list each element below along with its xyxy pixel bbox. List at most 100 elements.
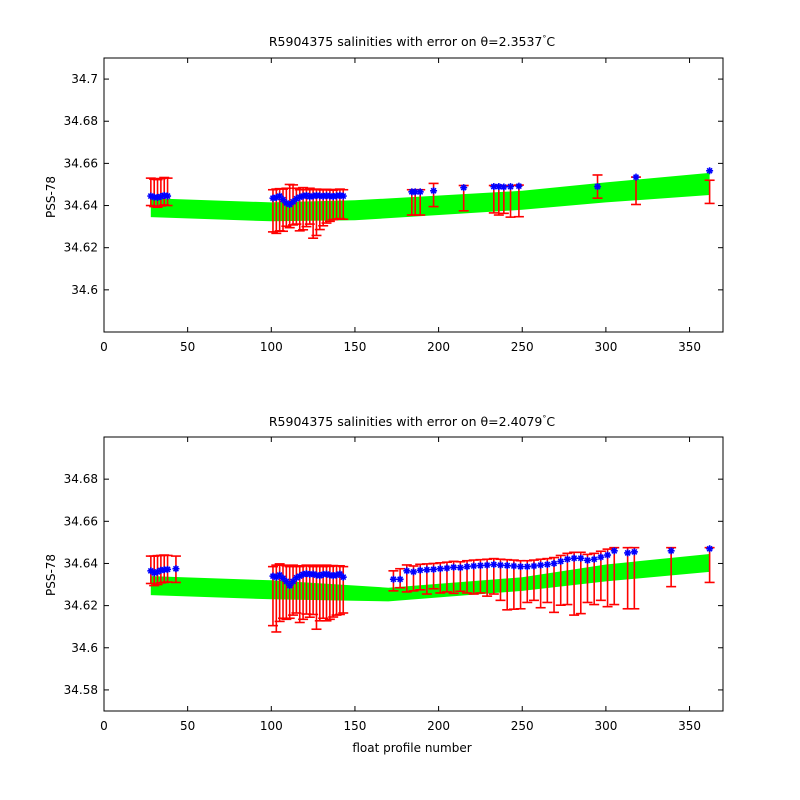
chart-bottom-data-point [577, 554, 585, 562]
chart-bottom-data-point [286, 582, 294, 590]
chart-bottom-data-point [610, 547, 618, 555]
chart-bottom-ytick-label: 34.66 [64, 514, 98, 528]
chart-top-data-point [632, 173, 640, 181]
chart-top-xtick-label: 0 [100, 340, 108, 354]
chart-bottom-data-point [630, 548, 638, 556]
chart-bottom-xtick-label: 50 [180, 719, 195, 733]
chart-bottom-xtick-label: 200 [427, 719, 450, 733]
chart-top-data-point [706, 167, 714, 175]
chart-top-data-point [339, 192, 347, 200]
chart-bottom-data-point [463, 563, 471, 571]
chart-top-ytick-label: 34.62 [64, 241, 98, 255]
chart-bottom-data-point [706, 545, 714, 553]
chart-bottom-data-point [563, 555, 571, 563]
chart-top-plot-area [145, 167, 715, 240]
chart-bottom-data-point [583, 556, 591, 564]
chart-bottom-data-point [436, 565, 444, 573]
chart-top-ytick-label: 34.66 [64, 156, 98, 170]
chart-bottom-errorbar [575, 551, 586, 615]
chart-top-data-point [164, 192, 172, 200]
chart-top-ylabel: PSS-78 [44, 176, 58, 218]
chart-bottom-data-point [590, 555, 598, 563]
chart-bottom-data-point [510, 562, 518, 570]
chart-bottom-data-point [597, 553, 605, 561]
chart-bottom-data-point [503, 562, 511, 570]
chart-bottom-data-point [496, 561, 504, 569]
chart-top-data-point [594, 183, 602, 191]
chart-bottom-errorbar [288, 564, 299, 616]
chart-bottom-plot-area [145, 545, 715, 633]
chart-bottom-data-point [550, 559, 558, 567]
chart-top-errorbar [162, 177, 173, 207]
chart-bottom-data-point [570, 554, 578, 562]
chart-bottom-errorbar [629, 546, 640, 610]
chart-top-title-degree: ° [542, 34, 546, 43]
chart-bottom-data-point [443, 564, 451, 572]
chart-bottom-data-point [172, 565, 180, 573]
chart-top: R5904375 salinities with error on θ=2.35… [44, 34, 724, 354]
chart-bottom-data-point [624, 549, 632, 557]
chart-top-ytick-label: 34.64 [64, 199, 98, 213]
chart-top-data-point [500, 183, 508, 191]
chart-bottom-data-point [403, 567, 411, 575]
chart-top-axes-box [103, 57, 724, 333]
chart-bottom-data-point [667, 547, 675, 555]
chart-top-data-point [515, 182, 523, 190]
chart-bottom-errorbar [602, 548, 613, 608]
chart-bottom-data-point [396, 575, 404, 583]
chart-bottom-data-point [430, 565, 438, 573]
chart-bottom-ytick-label: 34.6 [71, 641, 98, 655]
chart-bottom-data-point [483, 561, 491, 569]
chart-bottom-data-point [410, 568, 417, 576]
chart-bottom-title-main: R5904375 salinities with error on θ=2.40… [269, 414, 543, 429]
chart-top-title-unit: C [546, 34, 555, 49]
chart-top-ytick-label: 34.7 [71, 72, 98, 86]
chart-top-data-point [430, 187, 438, 195]
chart-top-xtick-label: 100 [260, 340, 283, 354]
chart-bottom-title-degree: ° [542, 414, 546, 423]
chart-top-data-point [460, 184, 468, 192]
chart-bottom-data-point [557, 557, 565, 565]
chart-bottom-data-point [456, 564, 464, 572]
chart-bottom-data-point [537, 561, 545, 569]
chart-bottom-data-point [339, 573, 347, 581]
chart-bottom-axes-box [103, 436, 724, 712]
chart-bottom-data-point [416, 566, 424, 574]
chart-bottom-xtick-label: 0 [100, 719, 108, 733]
chart-bottom-xtick-label: 100 [260, 719, 283, 733]
chart-bottom-data-point [490, 561, 498, 569]
chart-bottom-title-unit: C [546, 414, 555, 429]
chart-top-data-point [416, 188, 424, 196]
chart-top-xtick-label: 50 [180, 340, 195, 354]
chart-top-xtick-label: 250 [511, 340, 534, 354]
chart-top-xtick-label: 350 [678, 340, 701, 354]
chart-bottom-ytick-label: 34.64 [64, 556, 98, 570]
chart-top-xtick-label: 200 [427, 340, 450, 354]
chart-bottom-xtick-label: 350 [678, 719, 701, 733]
chart-bottom-data-point [523, 563, 531, 571]
chart-top-ytick-label: 34.6 [71, 283, 98, 297]
chart-bottom-ticks: 0 50 100 150 200 250 300 350 34.58 34.6 34.62 34.64… [64, 437, 723, 733]
chart-bottom-xlabel: float profile number [352, 741, 471, 755]
chart-top-title-main: R5904375 salinities with error on θ=2.35… [269, 34, 543, 49]
chart-bottom-xtick-label: 300 [594, 719, 617, 733]
chart-bottom-data-point [450, 563, 458, 571]
chart-bottom-ytick-label: 34.58 [64, 683, 98, 697]
chart-top-ticks: 0 50 100 150 200 250 300 350 34.6 34.62 34.64 34.66… [64, 58, 723, 354]
chart-bottom-data-point [517, 563, 525, 571]
chart-bottom-ylabel: PSS-78 [44, 554, 58, 596]
chart-bottom-data-point [389, 575, 397, 583]
chart-top-title: R5904375 salinities with error on θ=2.35… [269, 34, 556, 49]
chart-top-xtick-label: 150 [343, 340, 366, 354]
chart-top-data-point [507, 183, 515, 191]
chart-bottom-xtick-label: 250 [511, 719, 534, 733]
chart-bottom-title: R5904375 salinities with error on θ=2.40… [269, 414, 556, 429]
chart-bottom-data-point [530, 562, 538, 570]
chart-bottom-data-point [476, 562, 484, 570]
chart-bottom-data-point [470, 562, 478, 570]
chart-top-xtick-label: 300 [594, 340, 617, 354]
chart-top-errorbar [428, 182, 439, 208]
chart-bottom-ytick-label: 34.68 [64, 472, 98, 486]
